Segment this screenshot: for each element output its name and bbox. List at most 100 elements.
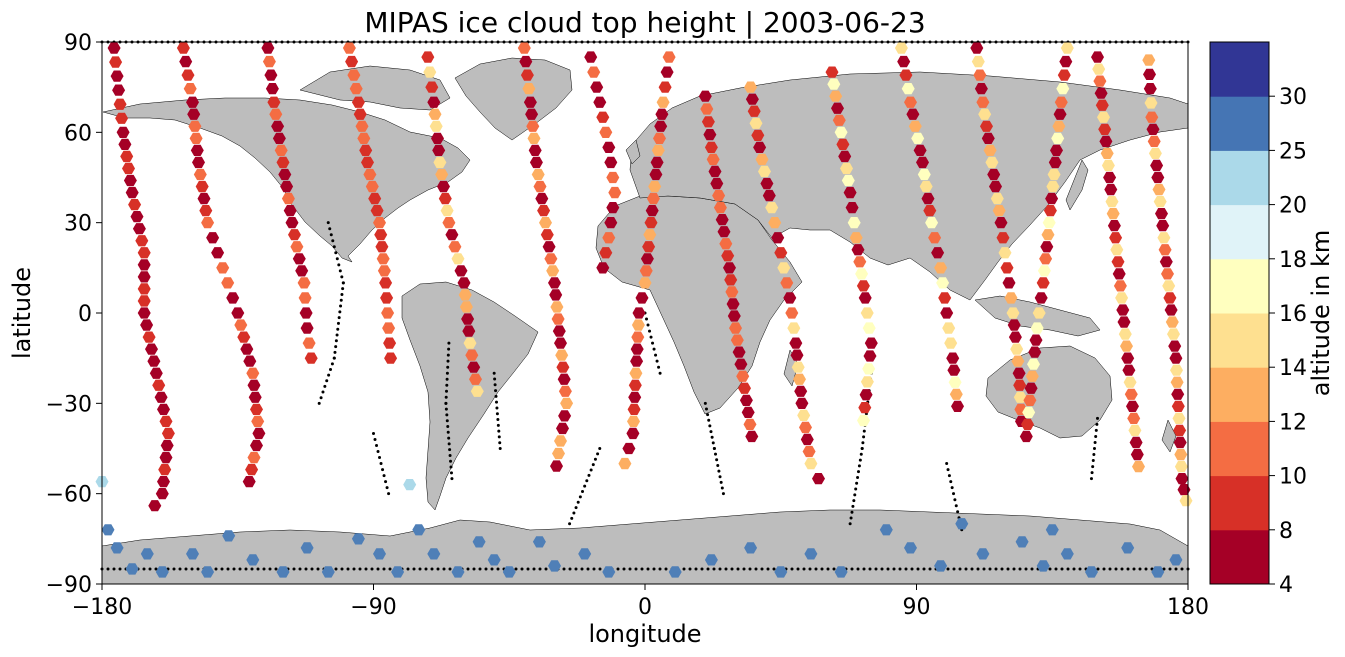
no-cloud-dot xyxy=(358,567,362,571)
cloud-top-marker xyxy=(715,214,729,226)
no-cloud-dot xyxy=(268,567,272,571)
cloud-top-marker xyxy=(188,120,202,132)
cloud-top-marker xyxy=(451,253,465,265)
cloud-top-marker xyxy=(834,126,848,138)
cloud-top-marker xyxy=(745,93,759,105)
cloud-top-marker xyxy=(251,415,265,427)
colorbar-band xyxy=(1210,258,1269,314)
cloud-top-marker xyxy=(247,379,261,391)
no-cloud-dot xyxy=(586,567,590,571)
antarctic-cloud-marker xyxy=(125,563,139,575)
cloud-top-marker xyxy=(278,168,292,181)
no-cloud-dot xyxy=(658,567,662,571)
no-cloud-dot xyxy=(714,452,718,456)
antarctic-cloud-marker xyxy=(487,554,501,566)
no-cloud-dot xyxy=(448,567,452,571)
cloud-top-marker xyxy=(427,96,441,108)
cloud-top-marker xyxy=(643,229,657,241)
cloud-top-marker xyxy=(599,247,613,259)
no-cloud-dot xyxy=(634,567,638,571)
no-cloud-dot xyxy=(568,567,572,571)
cloud-top-marker xyxy=(627,415,640,427)
antarctic-cloud-marker xyxy=(1121,542,1135,554)
no-cloud-dot xyxy=(444,407,448,411)
cloud-top-marker xyxy=(726,298,740,310)
cloud-top-marker xyxy=(604,156,618,169)
cloud-top-marker xyxy=(723,262,736,274)
cloud-top-marker xyxy=(904,96,917,108)
no-cloud-dot xyxy=(718,475,722,479)
cloud-top-marker xyxy=(812,473,825,485)
no-cloud-dot xyxy=(862,429,866,433)
cloud-top-marker xyxy=(252,427,266,440)
cloud-top-marker xyxy=(632,307,646,319)
no-cloud-dot xyxy=(916,567,920,571)
no-cloud-dot xyxy=(496,423,500,427)
cloud-top-marker xyxy=(856,280,870,292)
antarctic-cloud-marker xyxy=(976,548,990,560)
cloud-top-marker xyxy=(1120,340,1133,352)
cloud-top-marker xyxy=(526,120,540,132)
cloud-top-marker xyxy=(827,78,841,90)
no-cloud-dot xyxy=(447,341,451,345)
no-cloud-dot xyxy=(444,401,448,405)
no-cloud-dot xyxy=(861,441,865,445)
cloud-top-marker xyxy=(710,177,724,190)
no-cloud-dot xyxy=(717,469,721,473)
no-cloud-dot xyxy=(494,400,498,404)
no-cloud-dot xyxy=(593,457,597,461)
cloud-top-marker xyxy=(552,325,566,337)
cloud-top-marker xyxy=(457,277,471,289)
cloud-top-marker xyxy=(639,265,653,277)
cloud-top-marker xyxy=(1103,171,1117,184)
no-cloud-dot xyxy=(148,567,152,571)
y-tick-label: 30 xyxy=(64,212,92,237)
cloud-top-marker xyxy=(377,265,391,277)
cloud-top-marker xyxy=(1168,340,1182,352)
no-cloud-dot xyxy=(596,452,600,456)
no-cloud-dot xyxy=(321,390,325,394)
no-cloud-dot xyxy=(334,345,338,349)
no-cloud-dot xyxy=(1066,567,1070,571)
cloud-top-marker xyxy=(843,186,857,199)
no-cloud-dot xyxy=(544,567,548,571)
cloud-top-marker xyxy=(531,168,545,181)
cloud-top-marker xyxy=(1121,352,1135,364)
antarctic-cloud-marker xyxy=(1151,566,1165,578)
cloud-top-marker xyxy=(795,397,809,409)
cloud-top-marker xyxy=(137,283,151,295)
cloud-top-marker xyxy=(1173,424,1187,437)
cloud-top-marker xyxy=(831,102,844,114)
no-cloud-dot xyxy=(958,567,962,571)
cloud-top-marker xyxy=(1047,168,1061,181)
cloud-top-marker xyxy=(650,156,664,169)
cloud-top-marker xyxy=(593,96,607,108)
no-cloud-dot xyxy=(497,429,501,433)
cloud-top-marker xyxy=(113,98,127,110)
y-tick-label: −60 xyxy=(46,483,92,508)
cloud-top-marker xyxy=(734,358,748,370)
no-cloud-dot xyxy=(587,473,591,477)
cloud-top-marker xyxy=(853,256,867,268)
no-cloud-dot xyxy=(570,516,574,520)
no-cloud-dot xyxy=(856,470,860,474)
cloud-top-marker xyxy=(787,322,801,334)
cloud-top-marker xyxy=(137,247,151,259)
cloud-top-marker xyxy=(462,325,476,337)
cloud-top-marker xyxy=(240,343,254,355)
cloud-top-marker xyxy=(528,144,542,156)
cloud-top-marker xyxy=(274,144,288,156)
cloud-top-marker xyxy=(130,211,144,223)
cloud-top-marker xyxy=(556,422,569,435)
landmass-british-isles xyxy=(625,139,641,165)
cloud-top-marker xyxy=(1107,220,1121,232)
cloud-top-marker xyxy=(206,232,220,244)
cloud-top-marker xyxy=(1046,180,1060,193)
antarctic-cloud-marker xyxy=(879,524,893,536)
no-cloud-dot xyxy=(853,493,857,497)
cloud-top-marker xyxy=(370,205,384,217)
no-cloud-dot xyxy=(910,567,914,571)
cloud-top-marker xyxy=(921,192,935,205)
cloud-top-marker xyxy=(989,180,1002,193)
